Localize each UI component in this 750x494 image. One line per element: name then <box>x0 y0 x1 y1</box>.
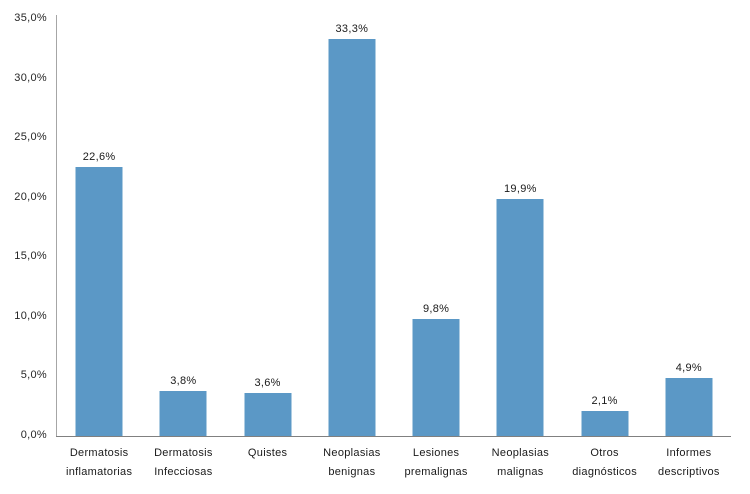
y-axis-tick-label: 15,0% <box>14 250 47 263</box>
y-axis-tick-label: 0,0% <box>20 429 47 441</box>
category-label: Dermatosis Infecciosas <box>141 444 225 482</box>
y-axis-tick-label: 30,0% <box>14 71 47 84</box>
bar <box>412 319 460 436</box>
bar-value-label: 3,8% <box>170 374 197 387</box>
category-label: Informes descriptivos <box>647 444 731 482</box>
bar-group: 2,1% <box>563 19 647 436</box>
category-label-line: premalignas <box>404 466 468 478</box>
bar-group: 3,6% <box>226 19 310 436</box>
bar <box>244 393 292 436</box>
bar-value-label: 4,9% <box>675 361 703 374</box>
bar-group: 4,9% <box>647 19 731 436</box>
bar-group: 3,8% <box>141 19 225 436</box>
category-label-line: Informes <box>666 447 712 459</box>
bar-group: 9,8% <box>394 19 478 436</box>
category-label: Lesiones premalignas <box>394 444 478 482</box>
category-label: Dermatosis inflamatorias <box>57 444 141 482</box>
category-label-line: Lesiones <box>412 447 460 459</box>
bar-value-label: 2,1% <box>591 394 618 407</box>
category-label-line: Neoplasias <box>491 447 550 459</box>
bar-value-label: 9,8% <box>422 303 450 316</box>
y-axis-tick-label: 10,0% <box>14 309 47 322</box>
category-label-line: Quistes <box>247 447 288 459</box>
bar <box>328 39 376 436</box>
category-label: Neoplasias benignas <box>310 444 394 482</box>
bar <box>159 390 207 436</box>
bar-group: 33,3% <box>310 19 394 436</box>
y-axis-tick-labels: 0,0% 5,0% 10,0% 15,0% 20,0% 25,0% 30,0% 35,0% <box>0 0 51 494</box>
bar <box>581 410 629 436</box>
category-label-line: Dermatosis <box>154 447 213 459</box>
category-label-line: Otros <box>590 447 619 459</box>
category-label: Otros diagnósticos <box>563 444 647 482</box>
x-axis-category-labels: Dermatosis inflamatorias Dermatosis Infecci… <box>57 444 731 482</box>
category-label: Neoplasias malignas <box>478 444 562 482</box>
category-label-line: benignas <box>328 466 376 478</box>
y-axis-tick-label: 35,0% <box>14 12 47 24</box>
category-label-line: diagnósticos <box>572 466 637 478</box>
bar <box>665 377 713 436</box>
bar-value-label: 22,6% <box>82 150 116 163</box>
category-label-line: malignas <box>497 466 544 478</box>
plot-area: 22,6% 3,8% 3,6% 33,3% 9,8% 19,9% 2,1% 4,9% <box>57 19 731 436</box>
y-axis-line <box>56 15 57 436</box>
bar-value-label: 33,3% <box>335 23 369 36</box>
bar-value-label: 19,9% <box>504 182 537 195</box>
category-label-line: Infecciosas <box>154 466 213 478</box>
bar-value-label: 3,6% <box>254 377 281 390</box>
y-axis-tick-label: 25,0% <box>14 131 47 144</box>
category-label-line: Neoplasias <box>323 447 381 459</box>
x-axis-line <box>56 436 731 437</box>
category-label-line: descriptivos <box>658 466 720 478</box>
category-label-line: Dermatosis <box>69 447 129 459</box>
bar <box>75 166 123 436</box>
bar-group: 22,6% <box>57 19 141 436</box>
category-label: Quistes <box>226 444 310 482</box>
bar <box>496 198 544 436</box>
category-label-line: inflamatorias <box>65 466 133 478</box>
y-axis-tick-label: 20,0% <box>14 190 47 203</box>
bar-group: 19,9% <box>478 19 562 436</box>
y-axis-tick-label: 5,0% <box>20 369 47 382</box>
